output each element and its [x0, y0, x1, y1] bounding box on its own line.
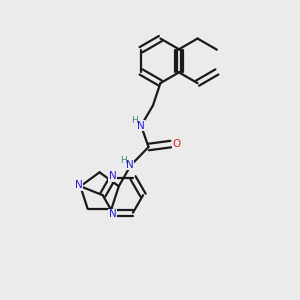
Text: N: N	[109, 209, 117, 219]
Text: H: H	[120, 156, 127, 165]
Text: N: N	[75, 180, 83, 190]
Text: H: H	[131, 116, 138, 125]
Text: N: N	[137, 121, 145, 130]
Text: N: N	[109, 171, 117, 181]
Text: O: O	[172, 139, 181, 149]
Text: N: N	[126, 160, 134, 170]
